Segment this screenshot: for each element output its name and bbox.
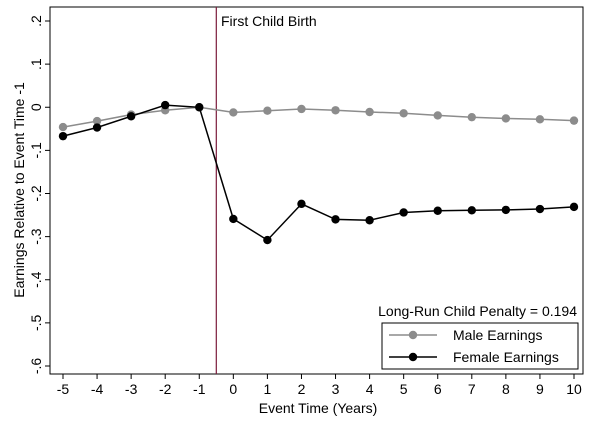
x-tick-label: 0: [229, 381, 237, 397]
female-earnings-point: [229, 214, 238, 224]
female-earnings-series: [58, 100, 579, 245]
x-tick-label: 8: [502, 381, 510, 397]
y-tick-label: .1: [28, 58, 44, 70]
first-child-birth-label: First Child Birth: [221, 13, 317, 29]
x-tick-label: 3: [332, 381, 340, 397]
legend-box: [381, 322, 579, 370]
male-earnings-point: [92, 116, 102, 126]
y-tick-label: -.5: [28, 314, 44, 331]
y-axis-ticks: .2 .1 0 -.1 -.2 -.3 -.4 -.5 -.6: [28, 15, 50, 374]
plot-area-border: [49, 6, 584, 375]
female-earnings-point: [433, 206, 442, 215]
legend-male-label: Male Earnings: [453, 327, 543, 343]
x-tick-label: 2: [298, 381, 306, 397]
male-earnings-point: [331, 106, 340, 115]
male-earnings-point: [569, 116, 579, 125]
x-axis-title: Event Time (Years): [259, 400, 378, 416]
y-tick-label: -.1: [28, 142, 44, 159]
x-tick-label: 6: [434, 381, 442, 397]
female-earnings-point: [126, 112, 136, 121]
female-earnings-point: [161, 100, 170, 110]
female-earnings-point: [92, 123, 102, 132]
x-tick-label: 4: [366, 381, 374, 397]
legend-male-marker: [408, 330, 418, 340]
male-earnings-point: [229, 108, 238, 117]
female-earnings-line: [62, 104, 575, 242]
legend-female-marker: [408, 352, 418, 362]
x-tick-label: 9: [536, 381, 544, 397]
y-tick-label: -.3: [28, 228, 44, 245]
male-earnings-point: [535, 115, 545, 124]
male-earnings-point: [58, 122, 68, 132]
female-earnings-point: [297, 199, 306, 209]
male-earnings-point: [365, 107, 374, 117]
female-earnings-point: [399, 208, 408, 217]
y-tick-label: 0: [28, 103, 44, 111]
male-earnings-point: [467, 112, 476, 122]
y-tick-label: -.6: [28, 358, 44, 375]
y-tick-label: -.2: [28, 185, 44, 202]
female-earnings-point: [365, 216, 374, 225]
y-tick-label: -.4: [28, 271, 44, 288]
x-tick-label: -3: [125, 381, 138, 397]
series-layer: [58, 100, 579, 245]
male-earnings-point: [297, 104, 306, 114]
plot-frame: [49, 6, 584, 375]
female-earnings-point: [331, 215, 340, 224]
legend: Male Earnings Female Earnings: [381, 322, 579, 370]
female-earnings-point: [467, 206, 476, 215]
legend-female-label: Female Earnings: [453, 349, 559, 365]
male-earnings-point: [399, 109, 408, 118]
male-earnings-point: [433, 111, 442, 120]
female-earnings-point: [58, 131, 68, 141]
y-axis-title: Earnings Relative to Event Time -1: [11, 82, 27, 298]
female-earnings-point: [263, 235, 272, 245]
x-tick-label: 5: [400, 381, 408, 397]
female-earnings-point: [501, 205, 511, 215]
x-tick-label: -5: [57, 381, 70, 397]
male-earnings-point: [263, 106, 272, 115]
child-penalty-annotation: Long-Run Child Penalty = 0.194: [378, 303, 577, 319]
x-tick-label: -2: [159, 381, 172, 397]
x-axis-ticks: -5 -4 -3 -2 -1 0 1 2 3 4 5 6 7 8 9 10: [57, 374, 582, 397]
female-earnings-point: [535, 204, 545, 214]
female-earnings-point: [569, 202, 579, 212]
x-tick-label: 10: [566, 381, 582, 397]
male-earnings-line: [62, 106, 575, 128]
female-earnings-point: [195, 103, 204, 112]
x-tick-label: -4: [91, 381, 104, 397]
x-tick-label: 1: [264, 381, 272, 397]
x-tick-label: 7: [468, 381, 476, 397]
y-tick-label: .2: [28, 15, 44, 27]
x-tick-label: -1: [193, 381, 206, 397]
male-earnings-point: [501, 114, 511, 123]
